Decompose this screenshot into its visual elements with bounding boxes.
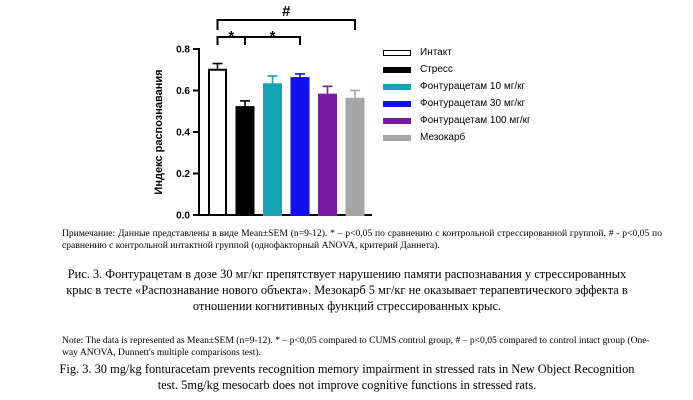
bar <box>345 97 365 216</box>
bar <box>208 68 227 216</box>
legend-item: Мезокарб <box>383 129 531 146</box>
legend-label: Фонтурацетам 30 мг/кг <box>420 98 526 109</box>
significance-bracket <box>216 19 356 30</box>
legend-swatch <box>383 49 411 56</box>
figure-caption-russian: Рис. 3. Фонтурацетам в дозе 30 мг/кг пре… <box>66 267 628 313</box>
legend-swatch <box>383 117 411 124</box>
chart-axes: 0.0 0.2 0.4 0.6 0.8 Индекс распознавания <box>153 45 372 222</box>
legend-label: Интакт <box>420 47 452 58</box>
bar <box>318 93 337 216</box>
significance-bracket <box>244 36 301 45</box>
chart-bars <box>208 62 365 217</box>
legend-swatch <box>383 83 411 90</box>
y-axis-title: Индекс распознавания <box>153 69 165 194</box>
note-russian: Примечание: Данные представлены в виде M… <box>62 228 662 252</box>
recognition-index-bar-chart: 0.0 0.2 0.4 0.6 0.8 Индекс распознавания # * * <box>153 3 372 222</box>
legend-item: Фонтурацетам 10 мг/кг <box>383 78 531 95</box>
legend-label: Мезокарб <box>420 132 466 143</box>
legend-item: Стресс <box>383 61 531 78</box>
bar <box>263 83 282 217</box>
significance-label: * <box>270 28 276 45</box>
significance-label: * <box>228 28 234 45</box>
y-tick-label: 0.0 <box>176 211 190 222</box>
significance-label: # <box>282 3 291 20</box>
note-english: Note: The data is represented as Mean±SE… <box>62 335 650 358</box>
legend-item: Фонтурацетам 30 мг/кг <box>383 95 531 112</box>
legend-label: Фонтурацетам 100 мг/кг <box>420 115 531 126</box>
legend-swatch <box>383 66 411 73</box>
y-tick-label: 0.2 <box>176 169 190 180</box>
legend-swatch <box>383 100 411 107</box>
chart-legend: Интакт Стресс Фонтурацетам 10 мг/кг Фонтура… <box>383 44 531 146</box>
legend-label: Стресс <box>420 64 453 75</box>
bar <box>235 106 255 216</box>
y-tick-label: 0.6 <box>176 86 190 97</box>
y-tick-label: 0.4 <box>176 128 190 139</box>
y-tick-label: 0.8 <box>176 45 190 56</box>
figure-caption-english: Fig. 3. 30 mg/kg fonturacetam prevents r… <box>59 362 635 392</box>
legend-item: Фонтурацетам 100 мг/кг <box>383 112 531 129</box>
legend-swatch <box>383 134 411 141</box>
significance-brackets: # * * <box>216 3 356 45</box>
legend-label: Фонтурацетам 10 мг/кг <box>420 81 526 92</box>
legend-item: Интакт <box>383 44 531 61</box>
bar <box>290 77 310 216</box>
